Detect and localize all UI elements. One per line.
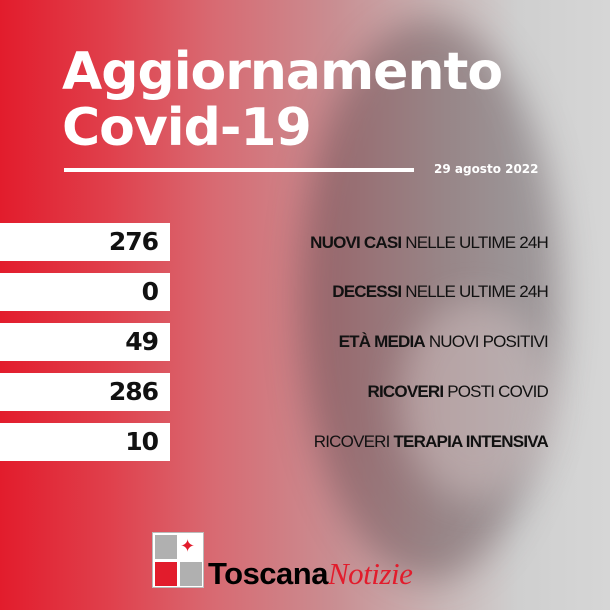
stat-value-average-age: 49 — [0, 323, 170, 361]
background-photo — [300, 20, 560, 580]
date: 29 agosto 2022 — [434, 162, 539, 176]
brand-name: ToscanaNotizie — [208, 556, 413, 591]
stat-label-average-age: ETÀ MEDIA NUOVI POSITIVI — [338, 332, 549, 351]
stat-label-icu: RICOVERI TERAPIA INTENSIVA — [313, 432, 549, 451]
toscana-notizie-logo: ✦ — [152, 532, 204, 588]
background-photo-face — [400, 300, 550, 500]
stat-value-covid-beds: 286 — [0, 373, 170, 411]
stat-label-new-cases: NUOVI CASI NELLE ULTIME 24H — [310, 233, 549, 252]
stat-value-deaths: 0 — [0, 273, 170, 311]
stat-label-covid-beds: RICOVERI POSTI COVID — [367, 382, 549, 401]
title-line1: Aggiornamento — [62, 42, 503, 102]
title-line2: Covid-19 — [62, 98, 312, 158]
stat-value-new-cases: 276 — [0, 223, 170, 261]
pegasus-icon: ✦ — [180, 536, 196, 557]
stat-label-deaths: DECESSI NELLE ULTIME 24H — [332, 282, 549, 301]
divider — [64, 168, 414, 172]
stat-value-icu: 10 — [0, 423, 170, 461]
